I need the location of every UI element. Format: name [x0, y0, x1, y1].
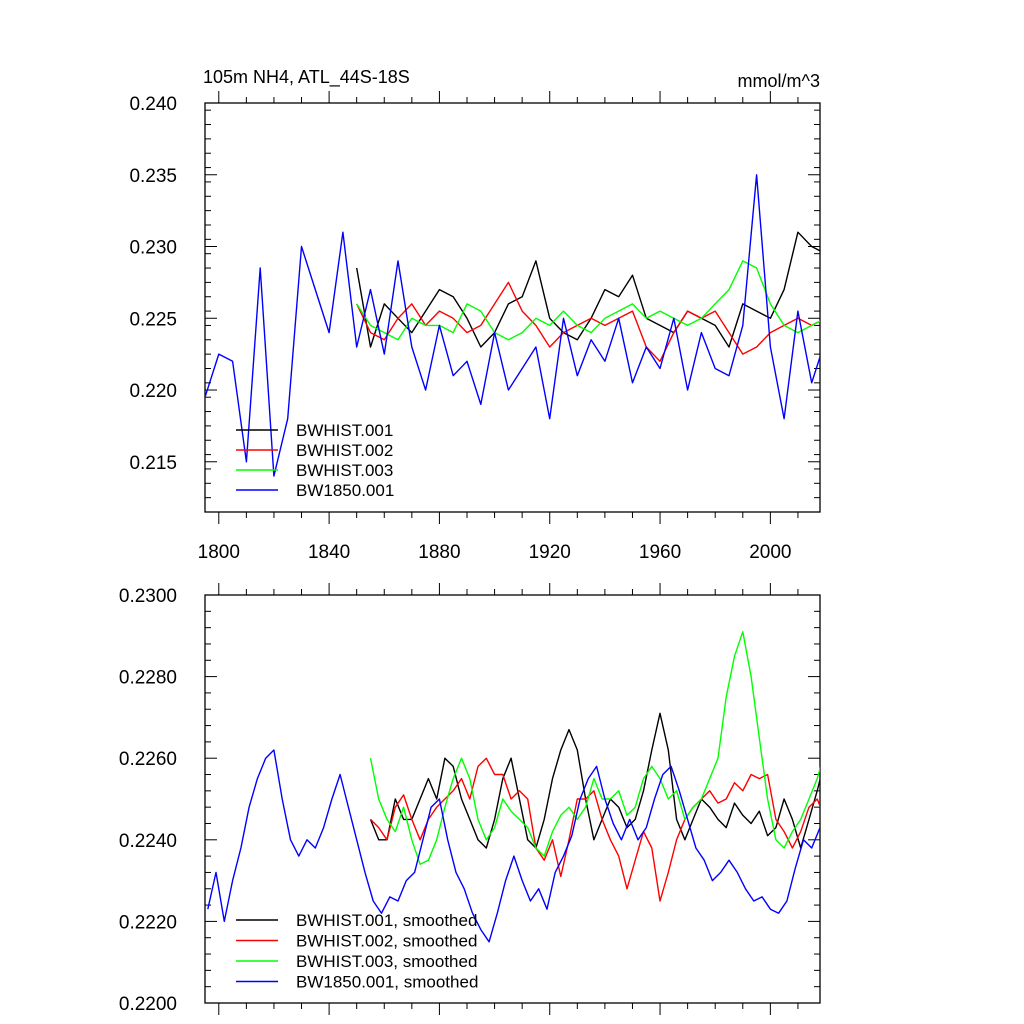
legend-label: BWHIST.002 — [296, 441, 393, 460]
legend: BWHIST.001, smoothed BWHIST.002, smoothed… — [236, 911, 478, 992]
y-tick-label: 0.2200 — [119, 994, 177, 1015]
y-tick-label: 0.2240 — [119, 831, 177, 852]
y-tick-label: 0.240 — [129, 94, 177, 115]
y-tick-label: 0.2220 — [119, 912, 177, 933]
y-tick-label: 0.2300 — [119, 586, 177, 607]
legend-label: BWHIST.003 — [296, 461, 393, 480]
series-line-bwhist-001 — [356, 231, 820, 348]
y-tick-label: 0.225 — [129, 309, 177, 330]
y-tick-label: 0.2280 — [119, 668, 177, 689]
series-line-bw1850-001 — [205, 174, 820, 477]
legend-label: BW1850.001, smoothed — [296, 973, 478, 992]
x-tick-label: 1960 — [639, 542, 681, 563]
legend-label: BWHIST.001, smoothed — [296, 911, 477, 930]
x-tick-label: 2000 — [749, 542, 791, 563]
legend-label: BWHIST.003, smoothed — [296, 952, 477, 971]
x-tick-label: 1840 — [308, 542, 350, 563]
y-tick-label: 0.220 — [129, 381, 177, 402]
y-tick-label: 0.215 — [129, 453, 177, 474]
top-panel-raw-timeseries: 105m NH4, ATL_44S-18S mmol/m^3 1800 1840 1… — [129, 67, 821, 563]
series-line-bwhist-003-smoothed — [369, 631, 820, 865]
series-line-bwhist-003 — [356, 260, 820, 341]
legend-label: BW1850.001 — [296, 481, 394, 500]
x-tick-label: 1800 — [198, 542, 240, 563]
x-tick-label: 1920 — [529, 542, 571, 563]
plot-frame — [204, 594, 821, 1004]
y-tick-label: 0.2260 — [119, 749, 177, 770]
series-group — [205, 174, 820, 477]
chart-title: 105m NH4, ATL_44S-18S — [203, 67, 410, 88]
series-line-bwhist-002-smoothed — [370, 757, 820, 902]
y-tick-label: 0.230 — [129, 238, 177, 259]
legend-label: BWHIST.002, smoothed — [296, 932, 477, 951]
bottom-panel-smoothed-timeseries: 0.2200 0.2220 0.2240 0.2260 0.2280 0.2300 BWHI… — [119, 583, 821, 1015]
legend-label: BWHIST.001 — [296, 421, 393, 440]
units-label: mmol/m^3 — [738, 71, 820, 91]
series-line-bwhist-002 — [356, 281, 820, 362]
x-tick-label: 1880 — [418, 542, 460, 563]
series-group — [207, 631, 820, 943]
series-line-bw1850-001-smoothed — [207, 749, 820, 943]
y-tick-label: 0.235 — [129, 166, 177, 187]
plot-frame — [204, 102, 821, 513]
series-line-bwhist-001-smoothed — [369, 712, 820, 849]
